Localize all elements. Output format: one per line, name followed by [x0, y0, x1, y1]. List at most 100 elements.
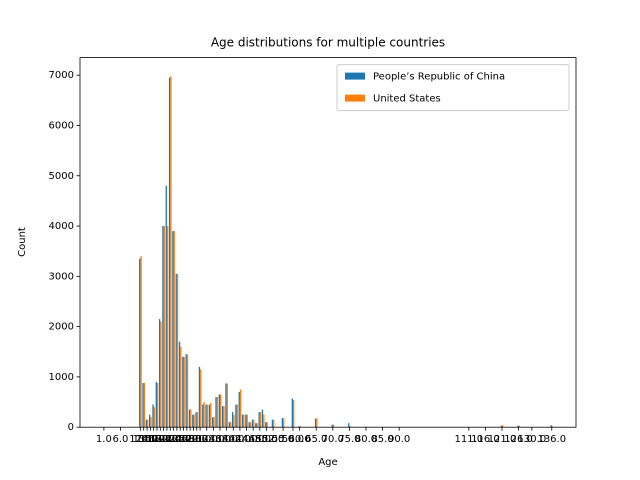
x-tick-label: 70.0	[322, 434, 344, 445]
bar	[182, 356, 184, 428]
legend-swatch	[345, 72, 365, 80]
bar	[248, 422, 250, 428]
bar	[183, 356, 185, 428]
x-tick-label: 111.0	[455, 434, 484, 445]
bar	[246, 414, 248, 428]
bar	[139, 258, 141, 428]
bar	[292, 400, 295, 428]
bar	[239, 389, 242, 428]
bar	[186, 354, 189, 428]
x-tick-label: 14.0	[136, 434, 158, 445]
y-tick-label: 2000	[49, 322, 74, 333]
bar	[202, 404, 204, 428]
x-tick-label: 80.0	[355, 434, 377, 445]
bar	[251, 419, 254, 428]
x-tick-label: 38.0	[216, 434, 238, 445]
bar	[160, 321, 162, 428]
x-tick-label: 28.0	[182, 434, 204, 445]
bar	[332, 424, 335, 428]
bar	[518, 425, 520, 428]
bar	[273, 419, 275, 428]
y-tick-label: 0	[68, 422, 74, 433]
bar	[218, 394, 221, 428]
bar	[349, 426, 351, 428]
bar	[226, 383, 228, 428]
x-tick-label: 40.0	[222, 434, 244, 445]
chart-title: Age distributions for multiple countries	[211, 36, 445, 50]
bar	[215, 397, 217, 428]
bar	[145, 419, 148, 428]
bar	[299, 426, 301, 428]
bar	[225, 383, 227, 428]
bar	[223, 406, 225, 428]
bar	[170, 76, 172, 428]
x-tick-label: 46.0	[242, 434, 264, 445]
bar	[208, 404, 211, 428]
legend-box	[336, 64, 570, 112]
x-tick-label: 27.0	[179, 434, 201, 445]
x-tick-label: 12.0	[129, 434, 151, 445]
bar	[500, 425, 503, 428]
x-tick-label: 36.0	[209, 434, 231, 445]
x-tick-label: 116.0	[471, 434, 500, 445]
bar	[185, 354, 187, 428]
x-tick-label: 20.0	[156, 434, 178, 445]
bar	[206, 404, 209, 428]
y-tick-label: 7000	[49, 70, 74, 81]
bar	[155, 381, 157, 428]
bar	[192, 414, 194, 428]
x-tick-label: 29.0	[186, 434, 208, 445]
bar	[228, 422, 230, 428]
bar	[213, 417, 215, 428]
bar	[241, 414, 244, 428]
bar	[168, 77, 171, 428]
bar	[173, 231, 175, 428]
x-tick-label: 50.0	[255, 434, 277, 445]
bar	[150, 417, 152, 428]
bar	[221, 406, 224, 428]
bar	[261, 409, 264, 428]
x-tick-label: 23.0	[166, 434, 188, 445]
bar	[205, 404, 207, 428]
y-axis-label: Count	[17, 227, 28, 257]
y-tick-label: 1000	[49, 372, 74, 383]
legend-label: United States	[373, 94, 441, 105]
bar	[348, 423, 350, 428]
bar	[243, 414, 245, 428]
x-tick-label: 44.0	[235, 434, 257, 445]
bar	[238, 392, 240, 428]
x-tick-label: 16.0	[143, 434, 165, 445]
bar	[210, 403, 212, 428]
x-tick-label: 42.0	[229, 434, 251, 445]
x-tick-label: 85.0	[371, 434, 393, 445]
bar	[231, 412, 234, 428]
bar	[143, 382, 146, 428]
bar	[165, 185, 167, 428]
bar	[212, 417, 214, 428]
x-tick-label: 65.0	[305, 434, 327, 445]
bar	[178, 341, 181, 428]
x-tick-label: 32.0	[196, 434, 218, 445]
bar	[190, 409, 192, 428]
bar	[156, 382, 159, 428]
bar	[188, 409, 191, 428]
x-tick-label: 25.0	[172, 434, 194, 445]
bar	[153, 407, 155, 428]
bar	[158, 319, 161, 428]
y-tick-label: 4000	[49, 221, 74, 232]
bar	[256, 423, 258, 428]
x-tick-label: 26.0	[176, 434, 198, 445]
x-tick-label: 22.0	[162, 434, 184, 445]
x-tick-label: 75.0	[338, 434, 360, 445]
x-tick-label: 19.0	[152, 434, 174, 445]
bar	[550, 425, 552, 428]
legend-swatch	[345, 94, 365, 102]
bar	[291, 398, 293, 428]
x-tick-label: 136.0	[537, 434, 566, 445]
axes-frame	[79, 57, 577, 428]
x-tick-label: 60.0	[289, 434, 311, 445]
x-tick-label: 121.0	[488, 434, 517, 445]
x-tick-label: 15.0	[139, 434, 161, 445]
bar	[229, 422, 232, 428]
